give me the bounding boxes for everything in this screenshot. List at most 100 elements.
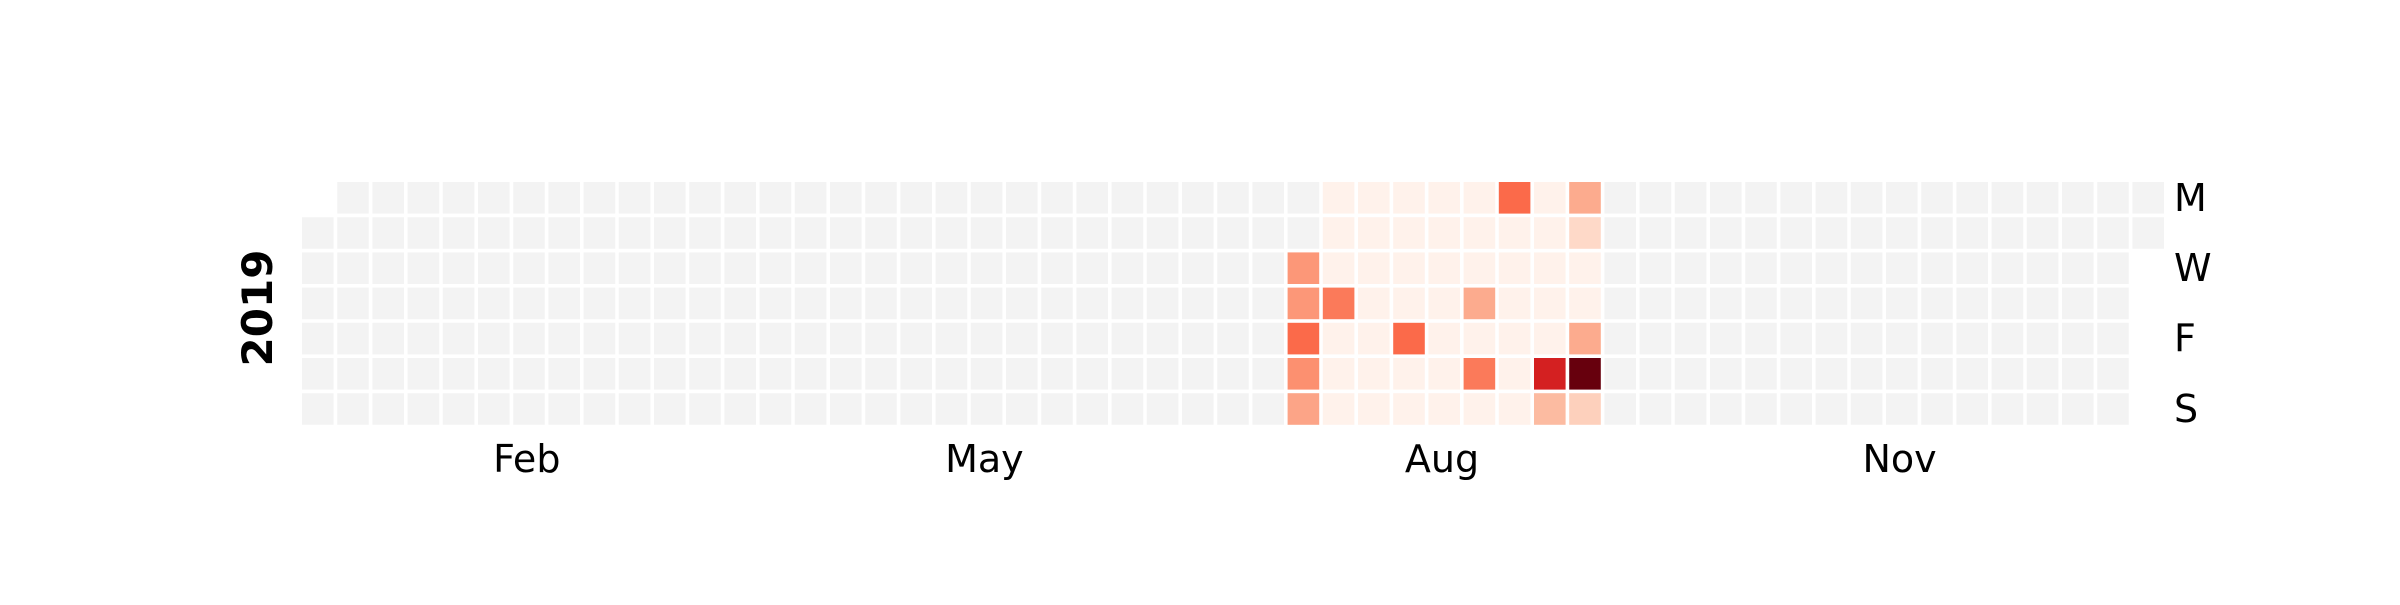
heatmap-cell: [1956, 393, 1988, 425]
heatmap-cell: [1323, 358, 1355, 390]
heatmap-cell: [1640, 393, 1672, 425]
heatmap-cell: [1393, 358, 1425, 390]
heatmap-cell: [1323, 288, 1355, 320]
heatmap-cell: [302, 393, 334, 425]
heatmap-cell: [2062, 217, 2094, 249]
heatmap-cell: [1992, 182, 2024, 214]
heatmap-cell: [1886, 182, 1918, 214]
heatmap-cell: [654, 358, 686, 390]
heatmap-cell: [971, 358, 1003, 390]
heatmap-cell: [1710, 252, 1742, 284]
heatmap-cell: [1675, 217, 1707, 249]
heatmap-cell: [584, 252, 616, 284]
heatmap-cell: [1675, 288, 1707, 320]
heatmap-cell: [2097, 252, 2129, 284]
heatmap-cell: [1182, 288, 1214, 320]
heatmap-cell: [1534, 323, 1566, 355]
heatmap-cell: [1534, 182, 1566, 214]
heatmap-cell: [689, 358, 721, 390]
heatmap-cell: [619, 393, 651, 425]
heatmap-cell: [795, 288, 827, 320]
heatmap-cell: [1217, 288, 1249, 320]
heatmap-cell: [900, 288, 932, 320]
heatmap-cell: [1252, 182, 1284, 214]
heatmap-cell: [795, 217, 827, 249]
heatmap-cell: [1569, 358, 1601, 390]
heatmap-cell: [2062, 393, 2094, 425]
heatmap-cell: [1640, 252, 1672, 284]
heatmap-cell: [548, 358, 580, 390]
heatmap-cell: [1851, 393, 1883, 425]
heatmap-cell: [1358, 217, 1390, 249]
day-label: F: [2174, 317, 2196, 361]
heatmap-cell: [1956, 323, 1988, 355]
heatmap-cell: [1499, 323, 1531, 355]
heatmap-cell: [372, 217, 404, 249]
heatmap-cell: [1921, 323, 1953, 355]
heatmap-cell: [584, 182, 616, 214]
heatmap-cell: [1956, 182, 1988, 214]
heatmap-cell: [1252, 252, 1284, 284]
heatmap-cell: [337, 288, 369, 320]
heatmap-cell: [1288, 358, 1320, 390]
heatmap-cell: [408, 252, 440, 284]
heatmap-cell: [372, 182, 404, 214]
heatmap-cell: [408, 288, 440, 320]
heatmap-cell: [2062, 252, 2094, 284]
heatmap-cell: [1006, 393, 1038, 425]
heatmap-cell: [1499, 288, 1531, 320]
heatmap-cell: [2027, 393, 2059, 425]
heatmap-cell: [830, 252, 862, 284]
heatmap-cell: [795, 252, 827, 284]
heatmap-cell: [1710, 323, 1742, 355]
heatmap-cell: [1428, 323, 1460, 355]
heatmap-cell: [443, 358, 475, 390]
heatmap-cell: [1393, 252, 1425, 284]
heatmap-cell: [372, 252, 404, 284]
heatmap-cell: [724, 288, 756, 320]
heatmap-cell: [478, 288, 510, 320]
heatmap-cell: [443, 323, 475, 355]
heatmap-cell: [865, 217, 897, 249]
heatmap-cell: [302, 323, 334, 355]
heatmap-cell: [830, 182, 862, 214]
heatmap-cell: [689, 288, 721, 320]
heatmap-cell: [971, 182, 1003, 214]
heatmap-cell: [2062, 288, 2094, 320]
heatmap-cell: [2027, 358, 2059, 390]
heatmap-cell: [372, 288, 404, 320]
heatmap-cell: [1464, 288, 1496, 320]
heatmap-cell: [1640, 217, 1672, 249]
heatmap-cell: [1569, 182, 1601, 214]
heatmap-cell: [2027, 217, 2059, 249]
heatmap-cell: [900, 252, 932, 284]
heatmap-cells: [302, 182, 2164, 425]
heatmap-cell: [2062, 358, 2094, 390]
heatmap-cell: [1428, 252, 1460, 284]
heatmap-cell: [971, 288, 1003, 320]
day-label: M: [2174, 176, 2207, 220]
heatmap-cell: [1182, 182, 1214, 214]
heatmap-cell: [1745, 252, 1777, 284]
heatmap-cell: [1288, 182, 1320, 214]
heatmap-cell: [619, 182, 651, 214]
heatmap-cell: [1288, 217, 1320, 249]
heatmap-cell: [1041, 358, 1073, 390]
heatmap-cell: [1112, 217, 1144, 249]
heatmap-cell: [1217, 252, 1249, 284]
heatmap-cell: [1076, 288, 1108, 320]
heatmap-cell: [1992, 323, 2024, 355]
heatmap-cell: [1992, 393, 2024, 425]
heatmap-cell: [1710, 217, 1742, 249]
heatmap-cell: [1921, 252, 1953, 284]
heatmap-cell: [1569, 288, 1601, 320]
heatmap-cell: [689, 182, 721, 214]
heatmap-cell: [1640, 182, 1672, 214]
heatmap-cell: [1464, 393, 1496, 425]
heatmap-cell: [443, 182, 475, 214]
heatmap-cell: [865, 393, 897, 425]
heatmap-cell: [619, 288, 651, 320]
heatmap-cell: [900, 217, 932, 249]
heatmap-cell: [1780, 182, 1812, 214]
heatmap-cell: [443, 288, 475, 320]
